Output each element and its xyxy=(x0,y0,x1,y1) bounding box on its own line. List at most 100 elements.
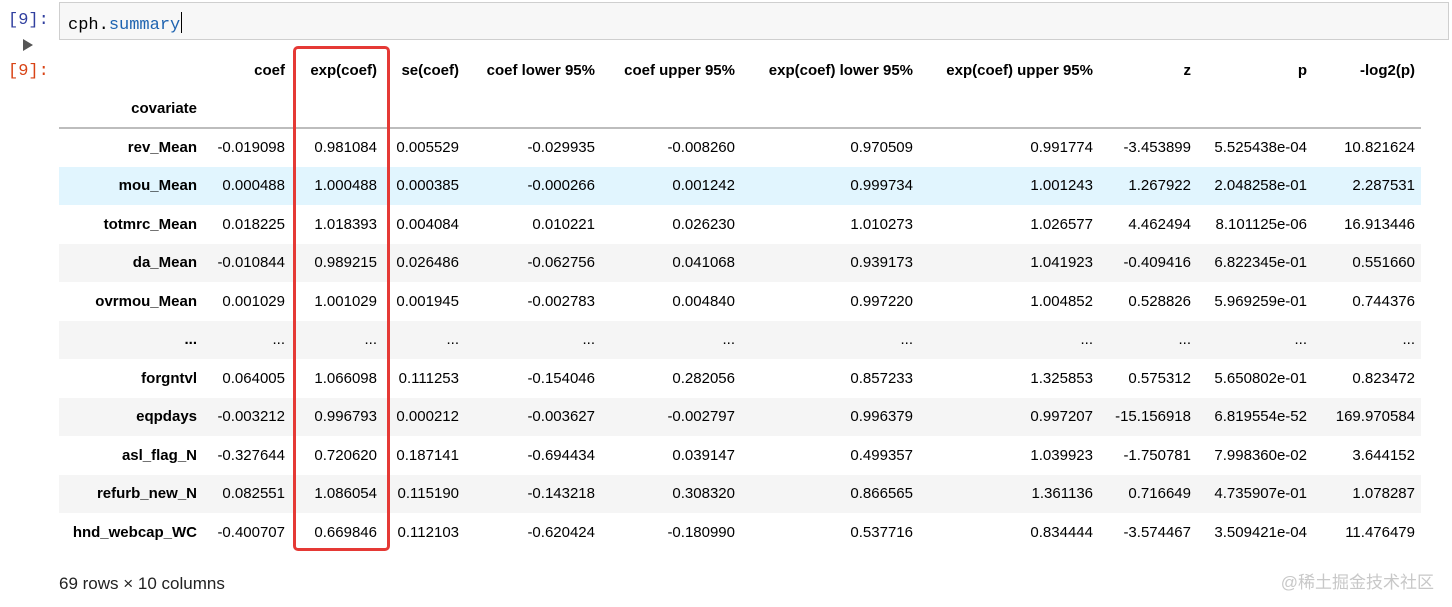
table-cell: 5.969259e-01 xyxy=(1214,292,1307,310)
table-cell: -0.003627 xyxy=(527,408,595,426)
table-cell: 8.101125e-06 xyxy=(1215,215,1307,233)
table-cell: 0.866565 xyxy=(850,485,913,503)
table-row: refurb_new_N 0.082551 1.086054 0.115190 -0.1… xyxy=(59,474,1421,513)
table-cell: 1.325853 xyxy=(1030,369,1093,387)
column-header: se(coef) xyxy=(401,61,459,79)
code-attribute: summary xyxy=(108,16,181,35)
table-cell: 1.267922 xyxy=(1128,177,1191,195)
table-cell: 11.476479 xyxy=(1345,523,1415,541)
table-cell: 0.537716 xyxy=(850,523,913,541)
table-cell: -0.062756 xyxy=(527,254,595,272)
text-caret xyxy=(181,12,183,33)
table-cell: 0.039147 xyxy=(672,446,735,464)
column-header: -log2(p) xyxy=(1360,61,1415,79)
table-cell: 0.187141 xyxy=(396,446,459,464)
table-cell: -0.010844 xyxy=(217,254,285,272)
table-row: ovrmou_Mean 0.001029 1.001029 0.001945 -0.00… xyxy=(59,282,1421,321)
table-cell: 0.082551 xyxy=(222,485,285,503)
index-name: covariate xyxy=(59,89,203,129)
table-cell: 0.064005 xyxy=(222,369,285,387)
table-cell: 1.086054 xyxy=(314,485,377,503)
table-cell: ... xyxy=(722,331,735,349)
code-object: cph xyxy=(68,16,99,35)
table-cell: 16.913446 xyxy=(1344,215,1415,233)
table-cell: 1.000488 xyxy=(314,177,377,195)
table-cell: 0.001945 xyxy=(396,292,459,310)
table-row: ................................. xyxy=(59,320,1421,359)
row-label: ... xyxy=(184,331,197,349)
table-cell: 0.000212 xyxy=(396,408,459,426)
table-cell: -0.002797 xyxy=(667,408,735,426)
table-cell: 0.669846 xyxy=(314,523,377,541)
table-cell: ... xyxy=(364,331,377,349)
table-cell: 0.010221 xyxy=(532,215,595,233)
table-cell: 0.997207 xyxy=(1030,408,1093,426)
table-cell: 0.996793 xyxy=(314,408,377,426)
table-cell: 0.001029 xyxy=(222,292,285,310)
input-prompt: [9]: xyxy=(8,11,49,30)
table-cell: 0.823472 xyxy=(1352,369,1415,387)
row-label: forgntvl xyxy=(141,369,197,387)
table-cell: 0.991774 xyxy=(1030,139,1093,157)
table-cell: -3.574467 xyxy=(1123,523,1191,541)
table-cell: -0.008260 xyxy=(667,139,735,157)
table-cell: 0.018225 xyxy=(222,215,285,233)
column-header: z xyxy=(1183,61,1192,79)
row-label: asl_flag_N xyxy=(121,446,197,464)
table-cell: 0.111253 xyxy=(398,369,459,387)
table-cell: 0.551660 xyxy=(1352,254,1415,272)
table-cell: 0.112103 xyxy=(397,523,459,541)
table-cell: 0.308320 xyxy=(672,485,735,503)
table-cell: -0.019098 xyxy=(217,139,285,157)
index-row-blank xyxy=(601,89,741,129)
column-header: p xyxy=(1297,61,1307,79)
table-cell: ... xyxy=(582,331,595,349)
index-row-blank xyxy=(203,89,291,129)
table-cell: 0.004084 xyxy=(396,215,459,233)
table-cell: 7.998360e-02 xyxy=(1214,446,1307,464)
table-cell: 0.939173 xyxy=(850,254,913,272)
index-row-blank xyxy=(291,89,383,129)
table-cell: -3.453899 xyxy=(1123,139,1191,157)
code-dot: . xyxy=(98,16,109,35)
table-cell: 0.981084 xyxy=(314,139,377,157)
table-cell: 1.001243 xyxy=(1030,177,1093,195)
header-blank xyxy=(59,51,203,89)
table-row: forgntvl 0.064005 1.066098 0.111253 -0.15404… xyxy=(59,359,1421,398)
table-cell: 0.115190 xyxy=(397,485,459,503)
table-row: mou_Mean 0.000488 1.000488 0.000385 -0.00026… xyxy=(59,166,1421,205)
index-row-blank xyxy=(1099,89,1197,129)
table-cell: 0.499357 xyxy=(850,446,913,464)
table-cell: 1.026577 xyxy=(1030,215,1093,233)
table-cell: 1.010273 xyxy=(850,215,913,233)
table-row: hnd_webcap_WC -0.400707 0.669846 0.112103 -0… xyxy=(59,513,1421,552)
table-cell: -0.002783 xyxy=(527,292,595,310)
table-row: eqpdays -0.003212 0.996793 0.000212 -0.00362… xyxy=(59,397,1421,436)
row-label: eqpdays xyxy=(136,408,197,426)
row-label: hnd_webcap_WC xyxy=(72,523,197,541)
column-header: exp(coef) xyxy=(310,61,377,79)
table-cell: 0.744376 xyxy=(1352,292,1415,310)
table-cell: 4.462494 xyxy=(1128,215,1191,233)
table-cell: 1.041923 xyxy=(1030,254,1093,272)
collapse-output-icon[interactable] xyxy=(23,39,33,51)
table-body: rev_Mean -0.019098 0.981084 0.005529 -0.0299… xyxy=(59,128,1421,552)
table-cell: ... xyxy=(1294,331,1307,349)
table-cell: 1.001029 xyxy=(314,292,377,310)
table-row: totmrc_Mean 0.018225 1.018393 0.004084 0.010… xyxy=(59,205,1421,244)
column-header: coef xyxy=(254,61,285,79)
table-cell: -0.400707 xyxy=(217,523,285,541)
table-shape-footer: 69 rows × 10 columns xyxy=(59,574,225,593)
table-cell: 0.970509 xyxy=(850,139,913,157)
table-cell: 1.361136 xyxy=(1031,485,1093,503)
table-cell: 1.039923 xyxy=(1030,446,1093,464)
table-cell: 0.996379 xyxy=(850,408,913,426)
row-label: mou_Mean xyxy=(118,177,197,195)
index-row-blank xyxy=(1313,89,1421,129)
code-cell-input[interactable]: cph.summary xyxy=(59,2,1449,40)
row-label: da_Mean xyxy=(132,254,197,272)
index-row-blank xyxy=(919,89,1099,129)
table-cell: -0.143218 xyxy=(527,485,595,503)
table-cell: 0.000385 xyxy=(396,177,459,195)
table-cell: ... xyxy=(1178,331,1191,349)
